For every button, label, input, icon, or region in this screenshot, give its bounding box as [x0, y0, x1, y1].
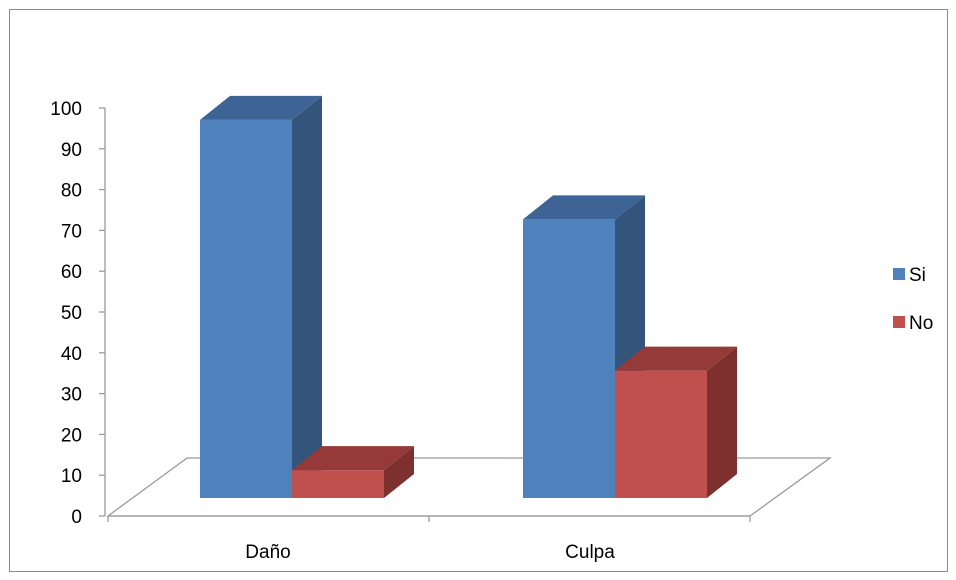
bar-front [615, 370, 707, 498]
bar-top [523, 195, 645, 220]
bar-no-0 [292, 446, 414, 498]
chart-floor [106, 457, 833, 522]
bar-top [292, 446, 414, 471]
category-label: Culpa [565, 542, 615, 563]
chart-frame [9, 9, 948, 572]
bar-top [615, 346, 737, 371]
y-tick-label: 20 [61, 425, 82, 446]
y-tick-label: 40 [61, 344, 82, 365]
y-tick-label: 70 [61, 221, 82, 242]
legend-swatch-no [893, 316, 905, 328]
bar-si-0 [200, 95, 322, 499]
y-tick-label: 90 [61, 140, 82, 161]
bar-front [200, 119, 292, 499]
bar-top [200, 95, 322, 120]
value-axis [99, 107, 106, 517]
legend-label-si: Si [909, 265, 926, 286]
bar-front [523, 219, 615, 498]
bar-side [384, 446, 414, 498]
y-tick-labels: 0 10 20 30 40 50 60 70 80 90 100 [50, 99, 82, 528]
bars [200, 95, 737, 499]
bar-no-1 [615, 346, 737, 498]
y-tick-label: 0 [71, 507, 82, 528]
y-tick-label: 100 [50, 99, 82, 120]
legend: Si No [893, 265, 933, 334]
y-tick-label: 30 [61, 385, 82, 406]
category-labels: Daño Culpa [245, 542, 615, 563]
bar-front [292, 470, 384, 498]
y-tick-label: 50 [61, 303, 82, 324]
bar-side [292, 95, 322, 499]
legend-label-no: No [909, 313, 933, 334]
y-tick-label: 10 [61, 466, 82, 487]
category-label: Daño [245, 542, 290, 563]
legend-swatch-si [893, 268, 905, 280]
y-tick-label: 80 [61, 181, 82, 202]
bar-si-1 [523, 195, 645, 498]
bar-side [707, 346, 737, 498]
y-tick-label: 60 [61, 262, 82, 283]
